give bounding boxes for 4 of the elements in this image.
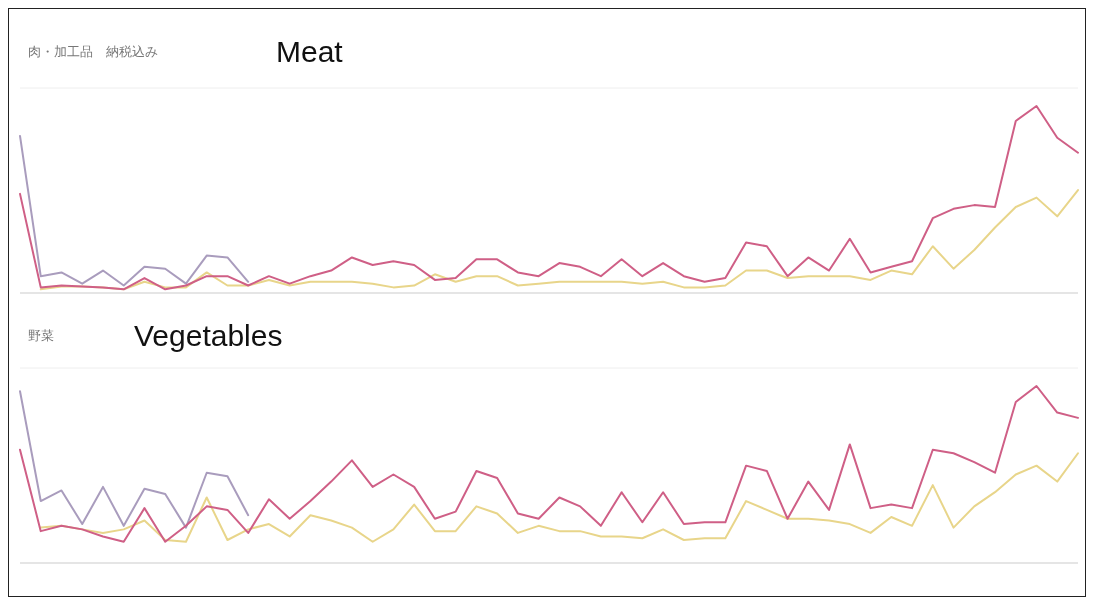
chart-title: 肉・加工品 納税込み: [28, 44, 158, 59]
chart-title: 野菜: [28, 328, 54, 343]
chart-subtitle: Meat: [276, 35, 344, 68]
chart-subtitle: Vegetables: [134, 319, 283, 352]
